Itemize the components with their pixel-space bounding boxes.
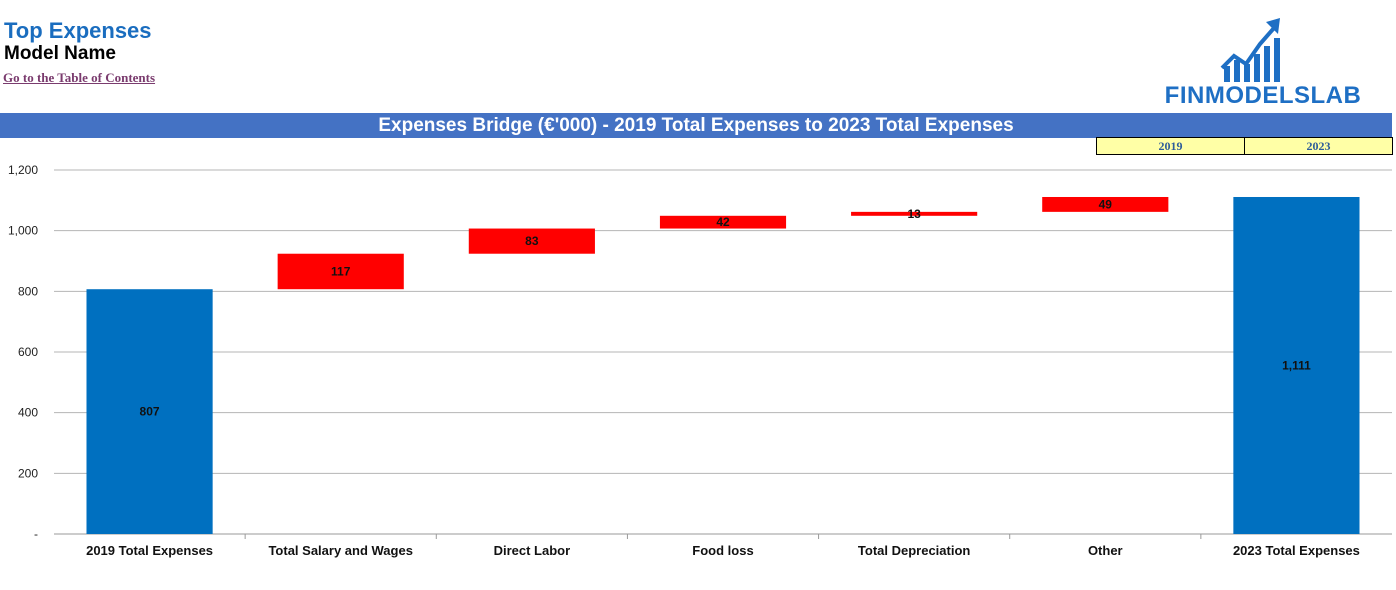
y-tick-label: 1,000 [8, 224, 38, 238]
total-bar [1233, 196, 1360, 534]
model-name: Model Name [4, 43, 116, 64]
year-box-end: 2023 [1244, 137, 1393, 155]
x-category-label: Total Depreciation [858, 543, 971, 558]
bars: 807 117 83 42 13 49 1,111 [86, 196, 1360, 534]
data-label: 117 [331, 264, 351, 278]
growth-chart-icon [1220, 18, 1280, 82]
x-category-label: Other [1088, 543, 1123, 558]
increase-bar [277, 253, 404, 290]
x-category-label: 2023 Total Expenses [1233, 543, 1360, 558]
y-tick-label: 400 [18, 406, 38, 420]
x-axis-labels: 2019 Total Expenses Total Salary and Wage… [86, 534, 1360, 558]
increase-bar [1042, 196, 1169, 212]
y-tick-label: 200 [18, 466, 38, 480]
year-box-start: 2019 [1096, 137, 1245, 155]
y-tick-label: 600 [18, 345, 38, 359]
increase-bar [659, 215, 787, 229]
gridlines [54, 169, 1392, 535]
x-category-label: Total Salary and Wages [268, 543, 413, 558]
logo-text: FINMODELSLAB [1164, 82, 1362, 109]
x-category-label: 2019 Total Expenses [86, 543, 213, 558]
waterfall-chart: - 200 400 600 800 1,000 1,200 807 117 83 42 13 49 1,… [8, 163, 1392, 558]
data-label: 42 [716, 215, 730, 229]
page-title: Top Expenses [4, 18, 152, 43]
data-label: 49 [1099, 197, 1113, 211]
increase-bar [468, 228, 595, 254]
data-label: 13 [907, 207, 921, 221]
y-tick-label: - [34, 527, 38, 541]
table-of-contents-link[interactable]: Go to the Table of Contents [3, 70, 156, 85]
x-category-label: Food loss [692, 543, 753, 558]
y-tick-label: 800 [18, 284, 38, 298]
data-label: 1,111 [1282, 358, 1311, 372]
increase-bar [851, 211, 978, 216]
total-bar [86, 289, 213, 534]
data-label: 807 [140, 405, 160, 419]
finmodelslab-logo: FINMODELSLAB [1148, 14, 1378, 110]
y-tick-label: 1,200 [8, 163, 38, 177]
data-label: 83 [525, 234, 539, 248]
y-axis-ticks: - 200 400 600 800 1,000 1,200 [8, 163, 38, 541]
chart-title: Expenses Bridge (€'000) - 2019 Total Exp… [0, 113, 1392, 138]
x-category-label: Direct Labor [494, 543, 571, 558]
